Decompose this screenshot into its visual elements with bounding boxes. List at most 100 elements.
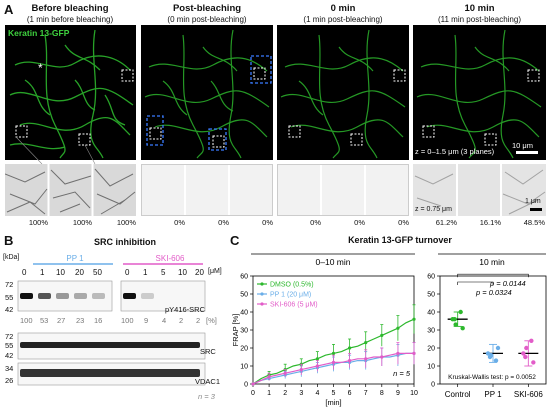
y-tick-label: 50 — [427, 292, 435, 299]
marker: 55 — [5, 293, 14, 302]
data-point — [458, 309, 463, 315]
data-point — [364, 357, 368, 361]
conc-pp1: 10 — [56, 268, 65, 277]
significance-bracket — [457, 281, 494, 285]
legend-label: SKI-606 (5 μM) — [270, 302, 318, 309]
x-tick-label: 6 — [348, 390, 352, 397]
category-label: SKI-606 — [514, 390, 543, 399]
y-tick-label: 0 — [431, 382, 435, 389]
pp1-treatment-label: PP 1 — [66, 254, 84, 263]
y-tick-label: 60 — [240, 274, 248, 281]
data-point — [315, 357, 319, 361]
x-tick-label: 8 — [380, 390, 384, 397]
crop-strip-10min: z = 0.75 μm 1 μm — [413, 164, 546, 216]
n-label: n = 5 — [393, 369, 411, 378]
pvalue-ski: p = 0.0144 — [489, 279, 526, 288]
x-tick-label: 7 — [364, 390, 368, 397]
micrograph-postbleach — [141, 25, 273, 160]
category-label: PP 1 — [484, 390, 502, 399]
data-point — [348, 346, 352, 350]
legend-label: DMSO (0.5%) — [270, 282, 314, 289]
pct-label: 100% — [72, 218, 92, 227]
col3-subtitle: (1 min post-bleaching) — [303, 15, 383, 24]
keratin-network-before — [9, 29, 134, 159]
quant-ski: 9 — [144, 316, 149, 325]
data-point — [331, 360, 336, 364]
y-tick-label: 10 — [240, 364, 248, 371]
y-tick-label: 40 — [240, 310, 248, 317]
quant-unit: [%] — [206, 316, 217, 325]
replicate-count: n = 3 — [198, 392, 215, 401]
data-point — [283, 371, 287, 375]
conc-pp1: 1 — [40, 268, 45, 277]
pct-label: 0% — [310, 218, 321, 227]
y-tick-label: 10 — [427, 364, 435, 371]
frap-line-chart: 0 10 20 30 40 50 60 0 1 2 3 4 5 6 7 8 9 10 [min] FRAP [%] DM… — [231, 274, 418, 408]
legend-marker — [260, 302, 264, 306]
data-point — [531, 360, 536, 365]
conc-unit: [μM] — [208, 268, 222, 275]
y-tick-label: 0 — [244, 382, 248, 389]
marker: 26 — [5, 376, 14, 385]
marker: 72 — [5, 280, 14, 289]
z-range-label: z = 0–1.5 μm (3 planes) — [415, 147, 495, 156]
pct-label: 0% — [398, 218, 409, 227]
crop-strip-postbleach — [141, 164, 273, 216]
data-point — [521, 351, 526, 356]
significance-bracket — [457, 273, 529, 278]
data-point — [524, 345, 529, 351]
data-point — [523, 354, 528, 360]
conc-pp1: 50 — [93, 268, 102, 277]
data-point — [331, 351, 336, 355]
ski606-treatment-label: SKI-606 — [155, 254, 185, 263]
pct-label: 0% — [262, 218, 273, 227]
y-tick-label: 20 — [240, 346, 248, 353]
crop-z-label: z = 0.75 μm — [415, 206, 452, 213]
panel-c-label: C — [230, 233, 240, 248]
data-point — [348, 359, 352, 363]
data-point — [396, 351, 400, 355]
data-point — [251, 382, 255, 386]
panel-a-label: A — [4, 2, 14, 17]
crop-texture-postbleach — [141, 164, 273, 216]
marker: 42 — [5, 305, 14, 314]
pct-label: 0% — [354, 218, 365, 227]
conc-ski: 0 — [125, 268, 130, 277]
legend-marker — [260, 292, 264, 296]
micrograph-0min — [277, 25, 409, 160]
frap-charts: 0–10 min 10 min 0 10 20 30 40 50 60 0 1 2 3 4 5 6 7 8 9 1… — [231, 253, 547, 408]
conc-ski: 5 — [161, 268, 166, 277]
x-tick-label: 0 — [251, 390, 255, 397]
quant-pp1: 23 — [76, 316, 85, 325]
data-point — [364, 341, 368, 345]
quant-pp1: 27 — [57, 316, 66, 325]
marker: 34 — [5, 364, 14, 373]
data-point — [412, 317, 416, 321]
band-label-src: SRC — [200, 347, 216, 356]
stain-label: Keratin 13-GFP — [8, 28, 70, 38]
data-point — [460, 326, 465, 331]
x-tick-label: 9 — [396, 390, 400, 397]
pct-label: 100% — [116, 218, 136, 227]
data-point — [412, 351, 416, 355]
quant-pp1: 53 — [40, 316, 49, 325]
legend-label: PP 1 (20 μM) — [270, 292, 311, 299]
quant-pp1: 100 — [20, 316, 33, 325]
pvalue-pp1: p = 0.0324 — [475, 288, 512, 297]
x-tick-label: 2 — [283, 390, 287, 397]
conc-ski: 10 — [178, 268, 187, 277]
x-tick-label: 1 — [267, 390, 271, 397]
y-tick-label: 30 — [240, 328, 248, 335]
col2-title: Post-bleaching — [172, 3, 242, 14]
col4-subtitle: (11 min post-bleaching) — [437, 15, 521, 24]
crop-texture-before — [5, 164, 136, 216]
western-blot-title: SRC inhibition — [94, 237, 156, 247]
frap-dot-chart: 0 10 20 30 40 50 60 Control PP 1 SKI-606 — [427, 273, 547, 399]
right-header: 10 min — [479, 257, 505, 267]
keratin-network-0min — [280, 29, 406, 159]
data-point — [267, 375, 271, 379]
marker: 55 — [5, 341, 14, 350]
y-tick-label: 60 — [427, 274, 435, 281]
left-header: 0–10 min — [316, 257, 351, 267]
x-axis-label: [min] — [325, 398, 341, 407]
